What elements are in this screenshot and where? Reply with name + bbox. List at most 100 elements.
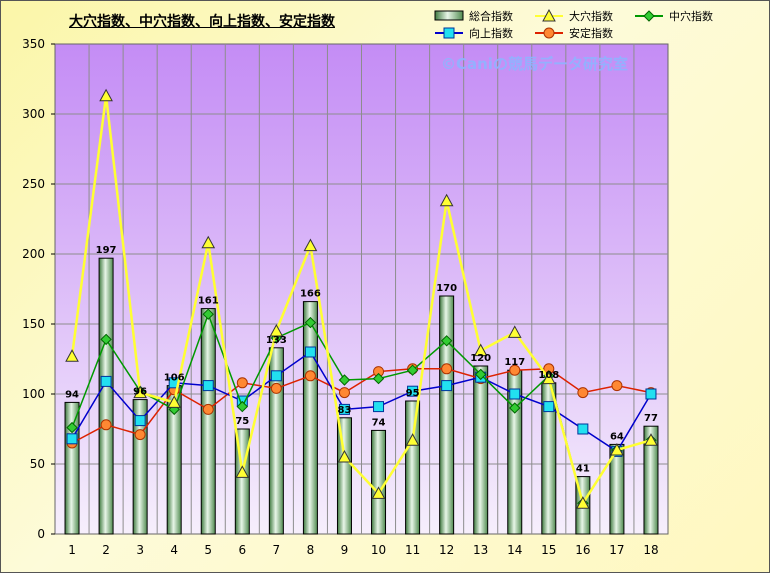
y-tick-label: 350: [22, 37, 45, 51]
point: [65, 349, 79, 362]
bar: [98, 257, 114, 535]
x-tick-label: 7: [273, 543, 281, 557]
bar: [643, 425, 659, 535]
bar-value-label: 96: [133, 387, 147, 398]
bar-value-label: 106: [164, 373, 185, 384]
point: [202, 308, 214, 320]
bar: [371, 429, 387, 535]
point: [509, 402, 521, 414]
x-tick-label: 2: [102, 543, 110, 557]
point: [99, 88, 113, 102]
point: [270, 370, 282, 382]
bar: [302, 301, 318, 535]
point: [167, 395, 182, 408]
bar-value-label: 41: [576, 464, 590, 475]
point: [405, 433, 420, 446]
point: [610, 442, 624, 456]
bar-value-label: 197: [96, 245, 117, 256]
point: [644, 433, 658, 446]
y-tick-label: 50: [30, 457, 45, 471]
y-tick-label: 300: [22, 107, 45, 121]
legend-item: 安定指数: [535, 26, 613, 40]
point: [338, 403, 350, 415]
bar-value-label: 120: [470, 353, 491, 364]
point: [133, 385, 147, 399]
line-series: [65, 88, 658, 509]
point: [611, 380, 623, 392]
point: [473, 343, 488, 357]
point: [304, 316, 317, 329]
point: [201, 235, 216, 249]
point: [406, 364, 419, 376]
bar-value-label: 74: [372, 417, 386, 428]
legend-label: 向上指数: [469, 26, 513, 40]
x-tick-label: 14: [507, 543, 522, 557]
series-line: [70, 95, 652, 507]
legend-label: 中穴指数: [669, 9, 713, 23]
legend-label: 大穴指数: [569, 9, 613, 23]
watermark: ©Caniの競馬データ研究室: [441, 55, 628, 73]
point: [134, 415, 146, 427]
x-tick-label: 3: [136, 543, 144, 557]
point: [372, 372, 385, 385]
point: [441, 380, 453, 392]
point: [134, 429, 146, 441]
point: [577, 387, 589, 399]
point: [439, 193, 454, 207]
point: [100, 333, 112, 346]
point: [407, 385, 419, 397]
x-tick-label: 9: [341, 543, 349, 557]
y-tick-label: 150: [22, 317, 45, 331]
point: [576, 496, 590, 509]
point: [338, 374, 351, 386]
x-tick-label: 11: [405, 543, 420, 557]
point: [236, 377, 248, 389]
point: [509, 364, 521, 376]
point: [441, 363, 453, 375]
point: [440, 335, 453, 347]
point: [304, 346, 316, 358]
bar-value-label: 170: [436, 283, 457, 294]
bar: [336, 417, 352, 535]
bar: [473, 365, 489, 535]
point: [304, 370, 316, 382]
point: [202, 403, 214, 415]
legend-label: 安定指数: [569, 26, 613, 40]
y-tick-label: 200: [22, 247, 45, 261]
bar: [268, 347, 284, 535]
point: [543, 401, 555, 413]
legend-item: 大穴指数: [535, 8, 613, 23]
x-tick-label: 12: [439, 543, 454, 557]
bar-value-label: 161: [198, 296, 219, 307]
point: [269, 323, 284, 337]
point: [66, 421, 78, 434]
point: [543, 27, 555, 39]
x-axis: 1 2 3 4 5 6 7 8 9 10 11 12 13 14 15 16 17 18: [68, 543, 658, 557]
point: [270, 382, 282, 394]
y-tick-label: 100: [22, 387, 45, 401]
x-tick-label: 17: [609, 543, 624, 557]
point: [338, 387, 350, 399]
series-line: [71, 350, 652, 453]
point: [202, 380, 214, 392]
x-tick-label: 4: [170, 543, 178, 557]
point: [645, 388, 657, 400]
point: [66, 433, 78, 445]
series-triangle: [65, 88, 658, 509]
bar-value-label: 75: [235, 416, 249, 427]
point: [643, 10, 655, 22]
point: [373, 401, 385, 413]
x-tick-label: 18: [643, 543, 658, 557]
x-tick-label: 13: [473, 543, 488, 557]
point: [474, 368, 487, 381]
x-tick-label: 15: [541, 543, 556, 557]
bar-value-label: 166: [300, 289, 321, 300]
point: [235, 465, 250, 478]
bar-value-label: 133: [266, 335, 287, 346]
point: [371, 486, 386, 499]
point: [100, 419, 112, 431]
legend-item: 向上指数: [435, 26, 513, 40]
